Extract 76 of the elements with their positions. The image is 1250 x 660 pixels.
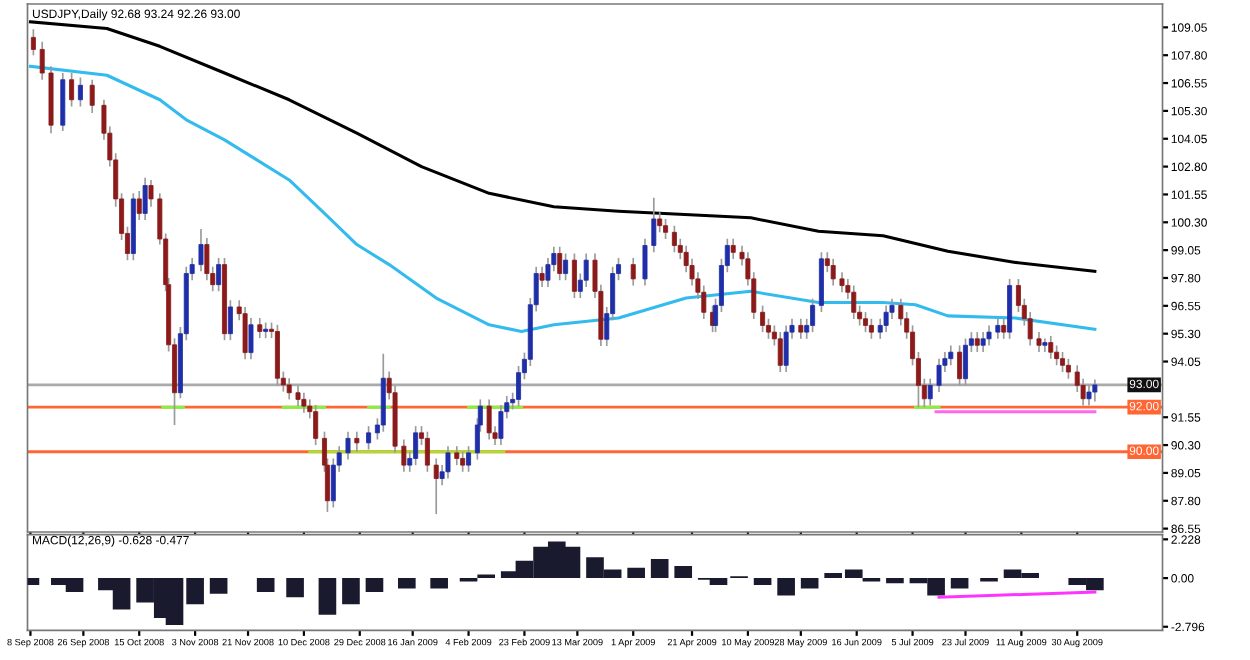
candlestick xyxy=(454,445,460,466)
candlestick xyxy=(136,190,142,221)
candlestick xyxy=(557,245,563,282)
candlestick xyxy=(142,176,148,221)
candlestick xyxy=(433,457,439,515)
candlestick xyxy=(980,331,986,353)
candlestick xyxy=(69,72,75,108)
candlestick xyxy=(227,299,233,342)
candlestick xyxy=(77,76,83,108)
candlestick xyxy=(671,224,677,253)
candlestick xyxy=(1054,344,1060,367)
bar xyxy=(318,578,337,615)
bar xyxy=(777,578,795,596)
candlestick xyxy=(354,430,360,453)
candlestick xyxy=(1007,278,1013,340)
candlestick xyxy=(413,425,419,466)
candlestick xyxy=(818,251,824,313)
bar xyxy=(753,578,772,586)
candlestick xyxy=(366,425,372,451)
candlestick xyxy=(948,344,954,367)
bar xyxy=(365,578,384,593)
candlestick xyxy=(1065,357,1071,380)
candlestick xyxy=(274,323,280,386)
candlestick xyxy=(563,252,569,282)
bar xyxy=(886,578,904,584)
line-series xyxy=(28,64,1097,333)
candlestick xyxy=(460,450,466,473)
bar xyxy=(430,578,448,589)
candlestick xyxy=(798,317,804,340)
candlestick xyxy=(1092,378,1098,403)
candlestick xyxy=(863,311,868,333)
candlestick xyxy=(445,445,451,480)
bar xyxy=(209,578,228,594)
candlestick xyxy=(1001,317,1007,340)
candlestick xyxy=(89,78,95,114)
bar xyxy=(256,578,275,593)
candlestick xyxy=(1048,335,1054,360)
candlestick xyxy=(248,317,254,361)
line-series xyxy=(28,20,1097,273)
bar xyxy=(342,578,360,605)
candlestick xyxy=(424,430,430,473)
candlestick xyxy=(380,352,386,433)
candlestick xyxy=(313,404,319,446)
candlestick xyxy=(851,284,857,320)
candlestick xyxy=(60,72,66,132)
bar xyxy=(286,578,304,598)
candlestick xyxy=(868,317,874,340)
candlestick xyxy=(810,297,816,333)
bar xyxy=(950,578,969,589)
candlestick xyxy=(974,331,980,353)
candlestick xyxy=(760,304,766,333)
candlestick xyxy=(630,257,636,287)
bar xyxy=(627,567,645,579)
candlestick xyxy=(571,252,577,299)
candlestick xyxy=(1060,351,1065,373)
candlestick xyxy=(777,331,783,373)
candlestick xyxy=(963,337,968,387)
bar xyxy=(397,578,416,589)
candlestick xyxy=(663,218,669,240)
candlestick xyxy=(486,398,492,441)
bar xyxy=(674,565,693,579)
candlestick xyxy=(539,266,545,288)
candlestick xyxy=(263,321,269,339)
candlestick xyxy=(301,391,307,414)
candlestick xyxy=(216,257,222,293)
candlestick xyxy=(257,317,263,339)
candlestick xyxy=(1086,384,1092,407)
bar xyxy=(800,578,819,589)
candlestick xyxy=(657,211,663,234)
candlestick xyxy=(957,344,963,387)
candlestick xyxy=(498,404,504,446)
candlestick xyxy=(466,445,472,473)
bar xyxy=(650,558,669,579)
candlestick xyxy=(883,304,889,333)
candlestick xyxy=(242,306,248,361)
candlestick xyxy=(783,324,789,373)
